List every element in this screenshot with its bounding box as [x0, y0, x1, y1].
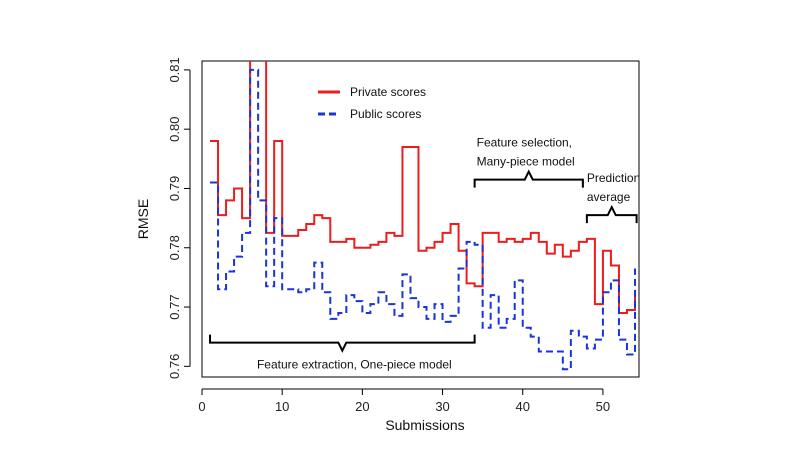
y-tick-label: 0.76 — [167, 354, 182, 379]
annotation-label: Prediction — [587, 171, 640, 185]
x-axis: 0 10 20 30 40 50 — [198, 388, 610, 414]
x-tick-label: 30 — [435, 399, 449, 414]
y-tick-label: 0.79 — [167, 176, 182, 201]
y-axis-title: RMSE — [135, 199, 151, 239]
series-layer — [210, 61, 636, 371]
y-tick-label: 0.80 — [167, 117, 182, 142]
annotation-label: Feature extraction, One-piece model — [257, 358, 452, 372]
x-tick-label: 50 — [596, 399, 610, 414]
annotation-label: Many-piece model — [477, 155, 575, 169]
annotation-bracket — [585, 204, 638, 224]
plot-frame — [201, 60, 640, 378]
annotation-bracket — [473, 169, 584, 188]
x-tick-label: 20 — [355, 399, 369, 414]
x-tick-label: 10 — [275, 399, 289, 414]
annotation-label: Feature selection, — [477, 136, 572, 150]
annotations: Feature selection, Many-piece model Predic… — [209, 136, 640, 372]
legend-label: Private scores — [350, 85, 426, 99]
y-axis: 0.76 0.77 0.78 0.79 0.80 0.81 — [167, 57, 191, 379]
legend: Private scores Public scores — [318, 85, 426, 121]
y-tick-label: 0.78 — [167, 235, 182, 260]
legend-label: Public scores — [350, 107, 421, 121]
annotation-bracket — [209, 334, 476, 353]
x-tick-label: 0 — [198, 399, 205, 414]
series-line-public — [210, 68, 636, 371]
y-tick-label: 0.77 — [167, 294, 182, 319]
annotation-label: average — [587, 190, 631, 204]
series-line-private — [210, 61, 636, 314]
x-tick-label: 40 — [515, 399, 529, 414]
x-axis-title: Submissions — [385, 417, 464, 433]
y-tick-label: 0.81 — [167, 57, 182, 82]
